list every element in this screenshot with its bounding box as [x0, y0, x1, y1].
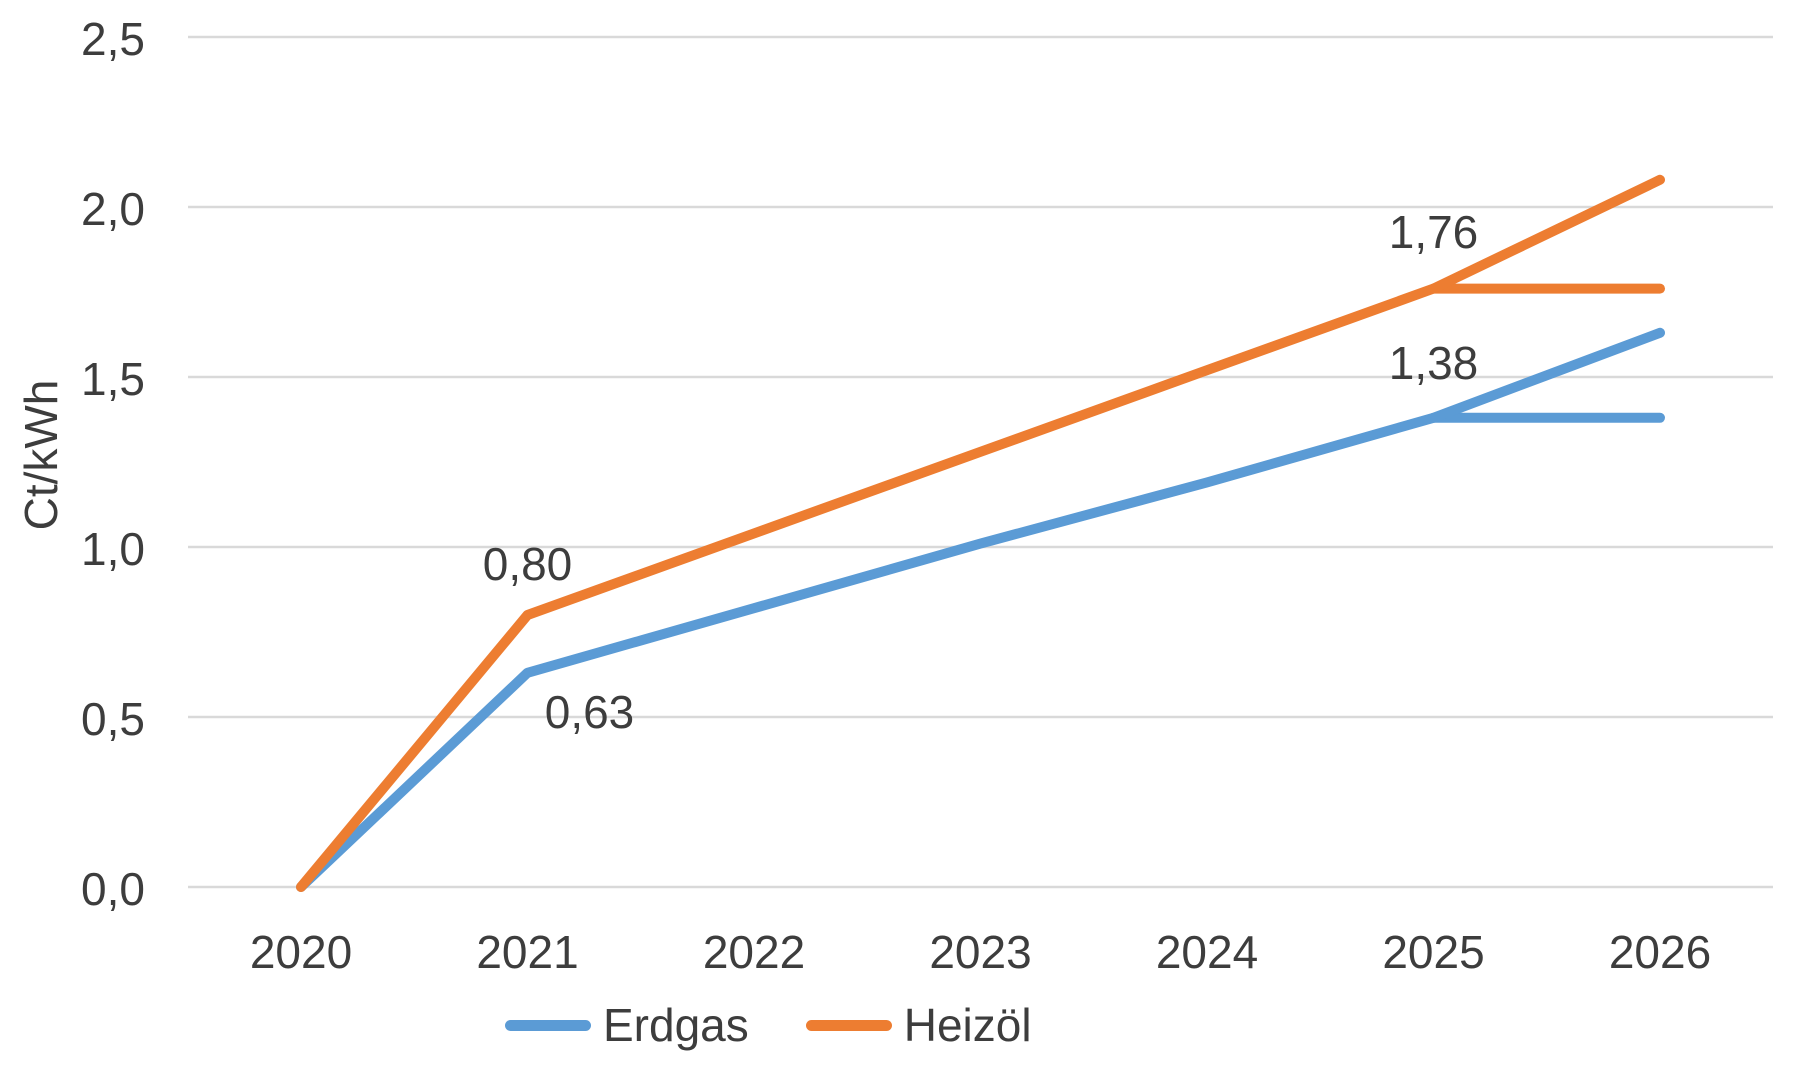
legend-label-heizol: Heizöl — [903, 999, 1032, 1051]
data-label-heizol-2025: 1,76 — [1388, 205, 1479, 258]
data-label-erdgas-2021: 0,63 — [544, 685, 635, 738]
y-tick-label: 2,0 — [81, 183, 145, 235]
x-tick-label: 2021 — [476, 926, 579, 978]
series-line-erdgas — [296, 327, 1665, 892]
legend: Erdgas Heizöl — [505, 1000, 1032, 1050]
legend-item-erdgas: Erdgas — [505, 1002, 749, 1048]
y-tick-label: 0,5 — [81, 693, 145, 745]
y-tick-label: 0,0 — [81, 863, 145, 915]
legend-label-erdgas: Erdgas — [603, 999, 749, 1051]
x-tick-label: 2024 — [1155, 926, 1259, 978]
legend-marker-erdgas — [505, 1019, 591, 1031]
y-tick-label: 1,0 — [81, 523, 145, 575]
legend-item-heizol: Heizöl — [805, 999, 1032, 1051]
x-tick-label: 2020 — [249, 926, 353, 978]
x-tick-label: 2022 — [702, 926, 806, 978]
y-tick-label: 1,5 — [81, 353, 145, 405]
series-line-heizol — [296, 174, 1665, 892]
y-tick-label: 2,5 — [81, 13, 145, 65]
x-tick-label: 2026 — [1608, 926, 1712, 978]
data-label-heizol-2021: 0,80 — [482, 538, 573, 590]
x-tick-label: 2023 — [929, 926, 1032, 978]
legend-marker-heizol — [805, 1019, 892, 1031]
x-tick-label: 2025 — [1382, 926, 1485, 978]
data-label-erdgas-2025: 1,38 — [1388, 336, 1479, 389]
